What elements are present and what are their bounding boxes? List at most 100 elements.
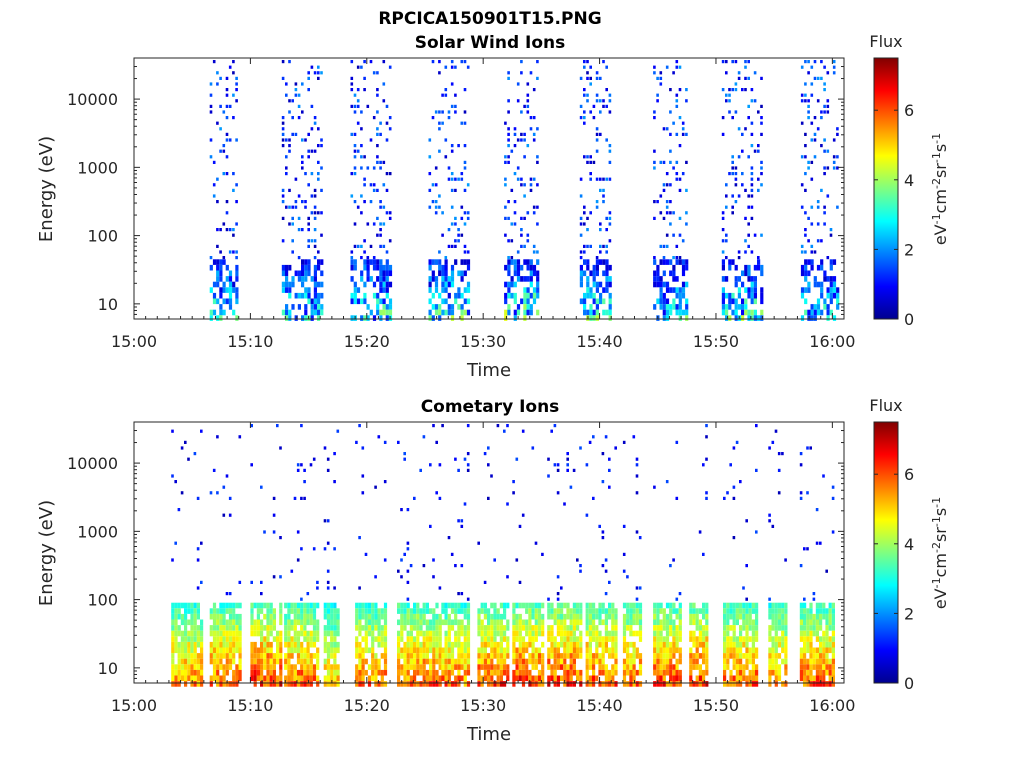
heatmap-cell xyxy=(293,636,297,642)
heatmap-cell xyxy=(209,647,213,654)
heatmap-cell xyxy=(579,298,583,305)
heatmap-cell xyxy=(823,110,826,114)
heatmap-cell xyxy=(372,281,377,288)
heatmap-cell xyxy=(771,664,775,670)
heatmap-cell xyxy=(747,76,750,80)
heatmap-cell xyxy=(662,188,666,192)
heatmap-cell xyxy=(826,315,830,321)
heatmap-cell xyxy=(250,647,254,654)
heatmap-cell xyxy=(309,630,313,637)
heatmap-cell xyxy=(536,155,539,159)
heatmap-cell xyxy=(366,276,370,282)
heatmap-cell xyxy=(294,82,298,86)
heatmap-cell xyxy=(444,264,448,271)
heatmap-cell xyxy=(228,281,233,288)
heatmap-cell xyxy=(487,613,491,620)
heatmap-cell xyxy=(360,270,364,277)
heatmap-cell xyxy=(444,630,448,637)
heatmap-cell xyxy=(457,641,461,648)
heatmap-cell xyxy=(685,264,689,271)
heatmap-cell xyxy=(403,653,407,659)
heatmap-cell xyxy=(799,625,803,631)
heatmap-cell xyxy=(272,619,276,626)
heatmap-cell xyxy=(413,636,417,642)
heatmap-cell xyxy=(726,641,730,648)
heatmap-cell xyxy=(438,630,442,637)
heatmap-cell xyxy=(232,647,236,654)
heatmap-cell xyxy=(228,653,233,659)
heatmap-cell xyxy=(526,82,530,86)
heatmap-cell xyxy=(592,435,595,439)
heatmap-cell xyxy=(595,658,599,665)
heatmap-cell xyxy=(429,625,433,631)
heatmap-cell xyxy=(626,658,630,665)
heatmap-cell xyxy=(702,669,706,676)
heatmap-cell xyxy=(301,292,305,299)
heatmap-cell xyxy=(592,658,596,665)
heatmap-cell xyxy=(689,608,693,614)
heatmap-cell xyxy=(823,298,827,305)
heatmap-cell xyxy=(608,485,611,489)
heatmap-cell xyxy=(526,287,530,293)
heatmap-cell xyxy=(777,636,782,642)
heatmap-cell xyxy=(804,259,808,265)
heatmap-cell xyxy=(193,641,197,648)
heatmap-cell xyxy=(174,647,178,654)
heatmap-cell xyxy=(388,270,393,277)
heatmap-cell xyxy=(288,287,292,293)
heatmap-cell xyxy=(212,259,217,265)
heatmap-cell xyxy=(659,194,663,198)
heatmap-cell xyxy=(503,681,507,687)
heatmap-cell xyxy=(193,647,197,654)
heatmap-cell xyxy=(803,664,807,670)
heatmap-cell xyxy=(222,669,226,676)
heatmap-cell xyxy=(810,93,814,97)
heatmap-cell xyxy=(672,630,676,637)
heatmap-cell xyxy=(635,653,639,659)
heatmap-cell xyxy=(376,259,380,265)
heatmap-cell xyxy=(466,452,470,456)
heatmap-cell xyxy=(222,172,226,176)
heatmap-cell xyxy=(553,424,557,428)
heatmap-cell xyxy=(313,281,317,288)
heatmap-cell xyxy=(379,287,383,293)
heatmap-cell xyxy=(566,452,569,456)
heatmap-cell xyxy=(823,211,826,215)
heatmap-cell xyxy=(748,647,752,654)
heatmap-cell xyxy=(563,502,566,506)
heatmap-cell xyxy=(222,281,226,288)
heatmap-cell xyxy=(306,608,310,614)
heatmap-cell xyxy=(638,664,643,670)
heatmap-cell xyxy=(595,71,599,75)
heatmap-cell xyxy=(444,88,448,92)
heatmap-cell xyxy=(200,429,203,433)
heatmap-cell xyxy=(232,233,235,237)
heatmap-cell xyxy=(350,292,354,299)
heatmap-cell xyxy=(750,177,754,181)
heatmap-cell xyxy=(750,183,754,187)
heatmap-cell xyxy=(376,155,379,159)
heatmap-cell xyxy=(371,608,375,614)
heatmap-cell xyxy=(406,630,410,637)
heatmap-cell xyxy=(653,270,657,277)
heatmap-cell xyxy=(529,259,533,265)
heatmap-cell xyxy=(583,60,586,64)
heatmap-cell xyxy=(419,641,423,648)
heatmap-cell xyxy=(753,99,757,103)
heatmap-cell xyxy=(745,664,749,670)
heatmap-cell xyxy=(353,132,357,136)
heatmap-cell xyxy=(447,669,451,676)
heatmap-cell xyxy=(212,160,216,164)
heatmap-cell xyxy=(632,602,636,609)
heatmap-cell xyxy=(523,315,527,321)
heatmap-cell xyxy=(626,647,630,654)
heatmap-cell xyxy=(228,641,233,648)
heatmap-cell xyxy=(723,664,727,670)
heatmap-cell xyxy=(638,613,643,620)
heatmap-cell xyxy=(225,228,229,232)
heatmap-cell xyxy=(653,200,656,204)
heatmap-cell xyxy=(665,244,669,248)
heatmap-cell xyxy=(820,110,823,114)
heatmap-cell xyxy=(721,292,725,299)
heatmap-cell xyxy=(689,613,693,620)
